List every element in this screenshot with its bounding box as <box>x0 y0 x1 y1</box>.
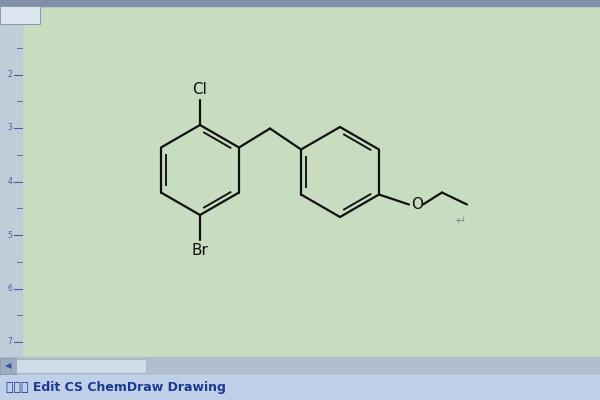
Text: Br: Br <box>191 243 208 258</box>
Text: 4: 4 <box>7 177 12 186</box>
Bar <box>0 6 40 24</box>
Text: ↵: ↵ <box>455 215 466 228</box>
Text: 5: 5 <box>7 230 12 240</box>
Text: ◀: ◀ <box>5 362 11 370</box>
Text: 2: 2 <box>7 70 12 79</box>
Bar <box>0 375 600 400</box>
Bar <box>16 359 146 373</box>
Text: 1: 1 <box>7 16 12 26</box>
Text: 7: 7 <box>7 338 12 346</box>
Bar <box>0 358 16 374</box>
Text: 3: 3 <box>7 124 12 132</box>
Text: 6: 6 <box>7 284 12 293</box>
Text: 双击可 Edit CS ChemDraw Drawing: 双击可 Edit CS ChemDraw Drawing <box>6 381 226 394</box>
Bar <box>0 357 600 375</box>
Bar <box>0 0 600 6</box>
Bar <box>0 6 22 357</box>
Text: Cl: Cl <box>193 82 208 97</box>
Text: O: O <box>411 197 423 212</box>
